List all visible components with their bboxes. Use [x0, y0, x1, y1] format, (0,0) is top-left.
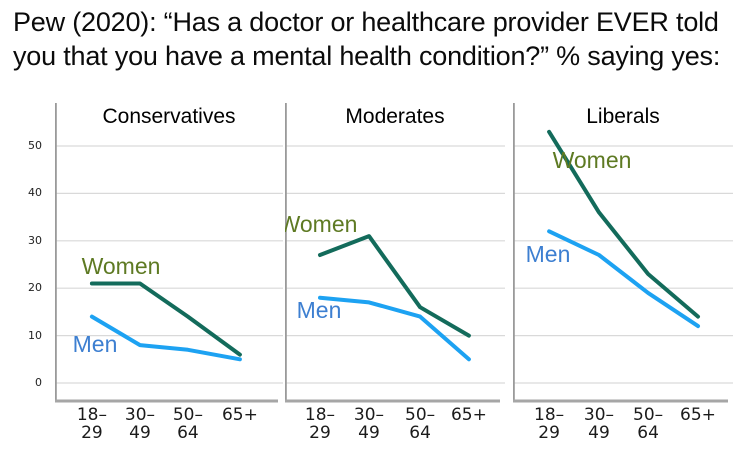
data-line-women — [89, 281, 242, 357]
x-tick-label: 65+ — [450, 405, 487, 425]
chart-title-line-1: Pew (2020): “Has a doctor or healthcare … — [13, 7, 719, 37]
panel-moderates: Women Men Moderates 18– 29 30– 49 50– 64 65+ — [285, 100, 505, 455]
data-line-women — [318, 234, 471, 338]
panel-title-moderates: Moderates — [345, 105, 445, 128]
x-tick-label: 18– 29 — [76, 405, 107, 443]
panel-plot-liberals: Women Men — [513, 103, 733, 403]
chart-title: Pew (2020): “Has a doctor or healthcare … — [13, 5, 720, 73]
x-axis-conservatives: 18– 29 30– 49 50– 64 65+ — [55, 406, 283, 455]
series-label-women: Women — [82, 253, 161, 279]
x-tick-label: 50– 64 — [405, 405, 436, 443]
series-label-men: Men — [73, 331, 118, 357]
y-axis: 0 10 20 30 40 50 — [0, 0, 48, 455]
series-label-men: Men — [526, 241, 571, 267]
panel-liberals: Women Men Liberals 18– 29 30– 49 50– 64 65+ — [513, 100, 733, 455]
x-tick-label: 30– 49 — [124, 405, 156, 443]
y-tick-label: 40 — [28, 186, 42, 200]
x-tick-label: 30– 49 — [583, 405, 615, 443]
y-tick-label: 50 — [28, 139, 42, 152]
y-tick-label: 0 — [35, 376, 42, 389]
series-label-men: Men — [297, 297, 342, 323]
panel-plot-moderates: Women Men — [285, 103, 505, 403]
panel-title-conservatives: Conservatives — [102, 105, 236, 128]
data-line-women — [547, 129, 700, 319]
data-line-men — [89, 314, 242, 362]
data-line-men — [547, 229, 700, 329]
series-label-women: Women — [553, 147, 632, 173]
y-tick-label: 20 — [28, 281, 42, 295]
x-axis-moderates: 18– 29 30– 49 50– 64 65+ — [285, 406, 505, 455]
panel-conservatives: Women Men Conservatives 18– 29 30– 49 50– 6… — [55, 100, 283, 455]
data-line-men — [318, 295, 471, 362]
y-tick-label: 30 — [28, 233, 42, 247]
x-tick-label: 30– 49 — [353, 405, 385, 443]
x-tick-label: 18– 29 — [304, 405, 336, 443]
x-tick-label: 18– 29 — [534, 405, 565, 443]
x-tick-label: 50– 64 — [172, 405, 203, 443]
x-tick-label: 65+ — [680, 405, 716, 425]
x-tick-label: 65+ — [221, 405, 258, 425]
y-tick-label: 10 — [28, 328, 42, 342]
series-label-women: Women — [285, 211, 357, 237]
panel-title-liberals: Liberals — [586, 105, 660, 128]
x-axis-liberals: 18– 29 30– 49 50– 64 65+ — [513, 406, 733, 455]
panel-plot-conservatives: Women Men — [55, 103, 283, 403]
chart-title-line-2: you that you have a mental health condit… — [13, 41, 721, 71]
x-tick-label: 50– 64 — [633, 405, 664, 443]
